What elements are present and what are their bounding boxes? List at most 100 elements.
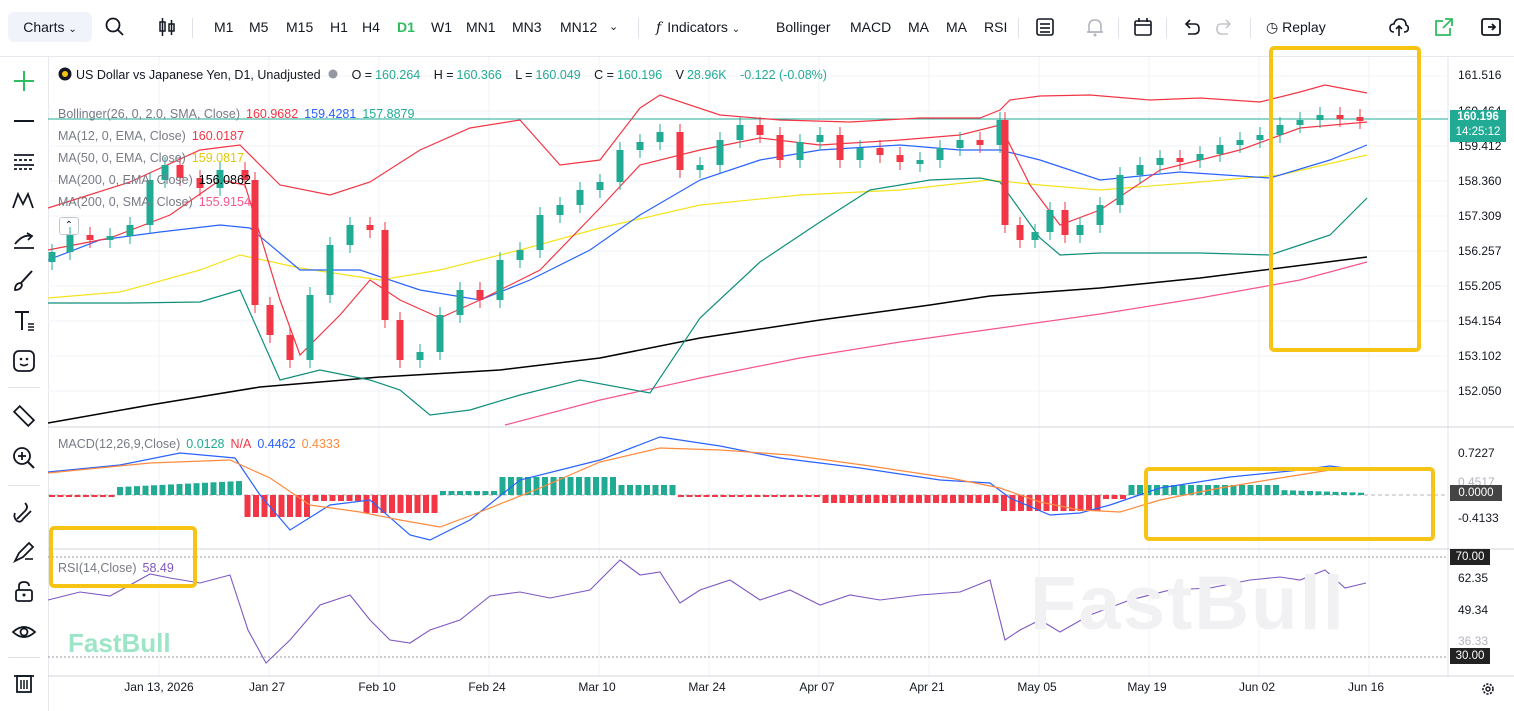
macd-line-value: 0.4462: [257, 437, 296, 451]
bollinger-legend[interactable]: Bollinger(26, 0, 2.0, SMA, Close) 160.968…: [58, 107, 420, 121]
timeframe-m1[interactable]: M1: [214, 19, 234, 35]
candle-body: [1336, 115, 1344, 119]
ruler-icon[interactable]: [11, 403, 37, 429]
undo-icon[interactable]: [1180, 16, 1202, 38]
favorite-indicator-ma[interactable]: MA: [908, 19, 929, 35]
candle-body: [176, 165, 184, 178]
macd-histogram-bar: [1052, 495, 1058, 511]
candle-body: [1196, 154, 1204, 160]
calendar-icon[interactable]: [1132, 16, 1154, 38]
candle-body: [1296, 120, 1304, 125]
charts-menu-button[interactable]: Charts ⌄: [8, 12, 92, 42]
candle-body: [216, 170, 224, 188]
volume-value: 28.96K: [686, 68, 727, 82]
macd-histogram-bar: [1264, 485, 1271, 495]
candle-body: [676, 132, 684, 170]
macd-histogram-bar: [686, 495, 693, 497]
timeframe-d1[interactable]: D1: [397, 19, 415, 35]
ma12-legend[interactable]: MA(12, 0, EMA, Close) 160.0187: [58, 129, 250, 143]
crosshair-plus-icon[interactable]: [11, 68, 37, 94]
stay-in-drawing-mode-icon[interactable]: [11, 539, 37, 565]
candle-body: [48, 252, 56, 262]
search-icon[interactable]: [104, 16, 126, 38]
timeframe-h1[interactable]: H1: [330, 19, 348, 35]
timeframe-mn1[interactable]: MN1: [466, 19, 496, 35]
timeframe-mn3[interactable]: MN3: [512, 19, 542, 35]
timeframe-mn12[interactable]: MN12: [560, 19, 598, 35]
template-icon[interactable]: [1034, 16, 1056, 38]
delete-trash-icon[interactable]: [11, 670, 37, 696]
macd-histogram-bar: [1069, 495, 1075, 511]
cloud-upload-icon[interactable]: [1388, 16, 1410, 38]
exit-fullscreen-icon[interactable]: [1480, 16, 1502, 38]
ma200-ema-legend[interactable]: MA(200, 0, EMA, Close) 156.0862: [58, 173, 257, 187]
emoji-icon[interactable]: [11, 348, 37, 374]
symbol-title[interactable]: US Dollar vs Japanese Yen, D1, Unadjuste…: [76, 68, 321, 82]
macd-histogram-bar: [508, 477, 514, 495]
horizontal-lines-icon[interactable]: [11, 148, 37, 174]
wave-pattern-icon[interactable]: [11, 188, 37, 214]
alert-bell-icon[interactable]: [1084, 16, 1106, 38]
candle-body: [1061, 210, 1069, 235]
candle-body: [306, 295, 314, 360]
macd-histogram-bar: [516, 477, 523, 495]
macd-histogram-bar: [227, 481, 234, 495]
macd-histogram-bar: [193, 483, 200, 495]
macd-histogram-bar: [635, 485, 642, 495]
macd-legend[interactable]: MACD(12,26,9,Close) 0.0128 N/A 0.4462 0.4333: [58, 437, 346, 451]
favorite-indicator-macd[interactable]: MACD: [850, 19, 892, 35]
brush-icon[interactable]: [11, 268, 37, 294]
trend-line-icon[interactable]: [11, 108, 37, 134]
last-price-label: 160.196 14:25:12: [1450, 110, 1506, 142]
redo-icon[interactable]: [1214, 16, 1236, 38]
chart-type-candles-icon[interactable]: [156, 16, 178, 38]
timeframe-more-chevron-icon[interactable]: ⌄: [609, 21, 619, 33]
ma12-label: MA(12, 0, EMA, Close): [58, 129, 186, 143]
chevron-down-icon: ⌄: [731, 24, 741, 35]
candle-body: [696, 165, 704, 170]
replay-button[interactable]: ◷ Replay: [1266, 12, 1326, 42]
macd-signal-value: 0.4333: [301, 437, 340, 451]
timeframe-w1[interactable]: W1: [431, 19, 452, 35]
rsi-tick: 36.33: [1458, 634, 1489, 648]
macd-histogram-bar: [788, 495, 795, 497]
eye-visibility-icon[interactable]: [11, 619, 37, 645]
macd-histogram-bar: [618, 485, 625, 495]
favorite-indicator-bollinger[interactable]: Bollinger: [776, 19, 831, 35]
candle-body: [796, 142, 804, 160]
text-tool-icon[interactable]: [11, 308, 37, 334]
rsi-legend[interactable]: RSI(14,Close) 58.49: [58, 561, 180, 575]
chevron-down-icon: ⌄: [68, 24, 77, 35]
ma50-legend[interactable]: MA(50, 0, EMA, Close) 159.0817: [58, 151, 250, 165]
candle-body: [1156, 158, 1164, 165]
macd-histogram-bar: [644, 485, 650, 495]
indicators-button[interactable]: f Indicators ⌄: [656, 12, 740, 42]
lock-drawings-icon[interactable]: [11, 579, 37, 605]
zoom-in-icon[interactable]: [11, 445, 37, 471]
timeframe-m5[interactable]: M5: [249, 19, 269, 35]
favorite-indicator-rsi[interactable]: RSI: [984, 19, 1008, 35]
macd-histogram-bar: [1128, 485, 1135, 495]
magnet-icon[interactable]: [11, 499, 37, 525]
macd-histogram-bar: [1009, 495, 1016, 511]
timeframe-h4[interactable]: H4: [362, 19, 380, 35]
forecast-arrow-icon[interactable]: [11, 228, 37, 254]
settings-gear-icon[interactable]: [1480, 681, 1496, 697]
open-external-icon[interactable]: [1433, 16, 1455, 38]
candle-body: [436, 315, 444, 352]
timeframe-m15[interactable]: M15: [286, 19, 314, 35]
candle-body: [346, 225, 354, 245]
macd-histogram-bar: [1324, 491, 1330, 495]
macd-histogram-bar: [780, 495, 786, 497]
candle-body: [266, 305, 274, 335]
low-label: L =: [515, 68, 533, 82]
macd-histogram-bar: [610, 477, 616, 495]
macd-histogram-bar: [1332, 491, 1339, 495]
ma200-sma-legend[interactable]: MA(200, 0, SMA, Close) 155.9154: [58, 195, 257, 209]
price-tick: 153.102: [1458, 349, 1502, 363]
collapse-legend-chevron-icon[interactable]: ⌃: [59, 217, 79, 235]
favorite-indicator-ma-2[interactable]: MA: [946, 19, 967, 35]
macd-histogram-bar: [899, 495, 905, 503]
macd-histogram-bar: [295, 495, 302, 517]
